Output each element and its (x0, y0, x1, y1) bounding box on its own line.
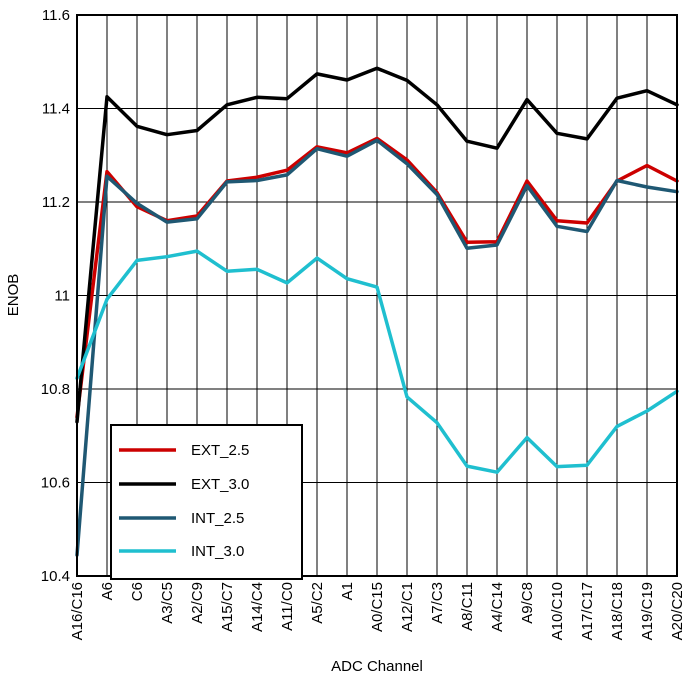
plot-frame (76, 14, 678, 577)
y-tick-label: 11.6 (42, 7, 70, 24)
y-tick-label: 11.4 (42, 101, 70, 118)
x-tick-label: A6 (99, 582, 116, 600)
series-line-ext-2-5 (75, 136, 679, 419)
x-tick-label: A15/C7 (219, 582, 236, 632)
x-tick-label: A11/C0 (279, 582, 296, 631)
series-line-int-3-0 (75, 249, 679, 474)
series-lines (75, 66, 679, 557)
legend-label: INT_3.0 (191, 543, 244, 560)
legend-label: EXT_2.5 (191, 442, 249, 459)
y-tick-label: 11 (54, 288, 70, 305)
legend-items: EXT_2.5 EXT_3.0 INT_2.5 INT_3.0 (119, 442, 249, 560)
x-tick-label: A20/C20 (669, 582, 686, 640)
x-tick-label: A3/C5 (159, 582, 176, 624)
legend: EXT_2.5 EXT_3.0 INT_2.5 INT_3.0 (110, 424, 303, 580)
x-tick-label: A0/C15 (369, 582, 386, 632)
x-axis-tick-labels: A16/C16 A6 C6 A3/C5 A2/C9 A15/C7 A14/C4 A11/C0 A… (69, 582, 686, 640)
x-tick-label: A10/C10 (549, 582, 566, 640)
x-tick-label: A5/C2 (309, 582, 326, 624)
x-tick-label: A12/C1 (399, 582, 416, 632)
x-tick-label: A9/C8 (519, 582, 536, 624)
x-tick-label: A17/C17 (579, 582, 596, 640)
y-tick-label: 11.2 (42, 194, 70, 211)
x-axis-title: ADC Channel (331, 658, 423, 675)
y-tick-label: 10.8 (41, 381, 70, 398)
x-tick-label: A8/C11 (459, 582, 476, 631)
legend-label: EXT_3.0 (191, 476, 249, 493)
series-line-int-2-5 (75, 138, 679, 557)
y-tick-label: 10.6 (41, 475, 70, 492)
x-tick-label: A18/C18 (609, 582, 626, 640)
x-tick-label: A4/C14 (489, 582, 506, 632)
x-tick-label: A14/C4 (249, 582, 266, 632)
grid-lines (77, 15, 677, 576)
x-tick-label: A19/C19 (639, 582, 656, 640)
x-tick-label: A7/C3 (429, 582, 446, 624)
x-tick-label: C6 (129, 582, 146, 601)
y-axis-title: ENOB (5, 274, 22, 317)
series-line-ext-3-0 (75, 66, 679, 424)
legend-label: INT_2.5 (191, 510, 244, 527)
x-tick-label: A2/C9 (189, 582, 206, 624)
y-tick-label: 10.4 (41, 568, 70, 585)
x-tick-label: A16/C16 (69, 582, 86, 640)
y-axis-tick-labels: 10.4 10.6 10.8 11 11.2 11.4 11.6 (41, 7, 70, 585)
x-tick-label: A1 (339, 582, 356, 600)
